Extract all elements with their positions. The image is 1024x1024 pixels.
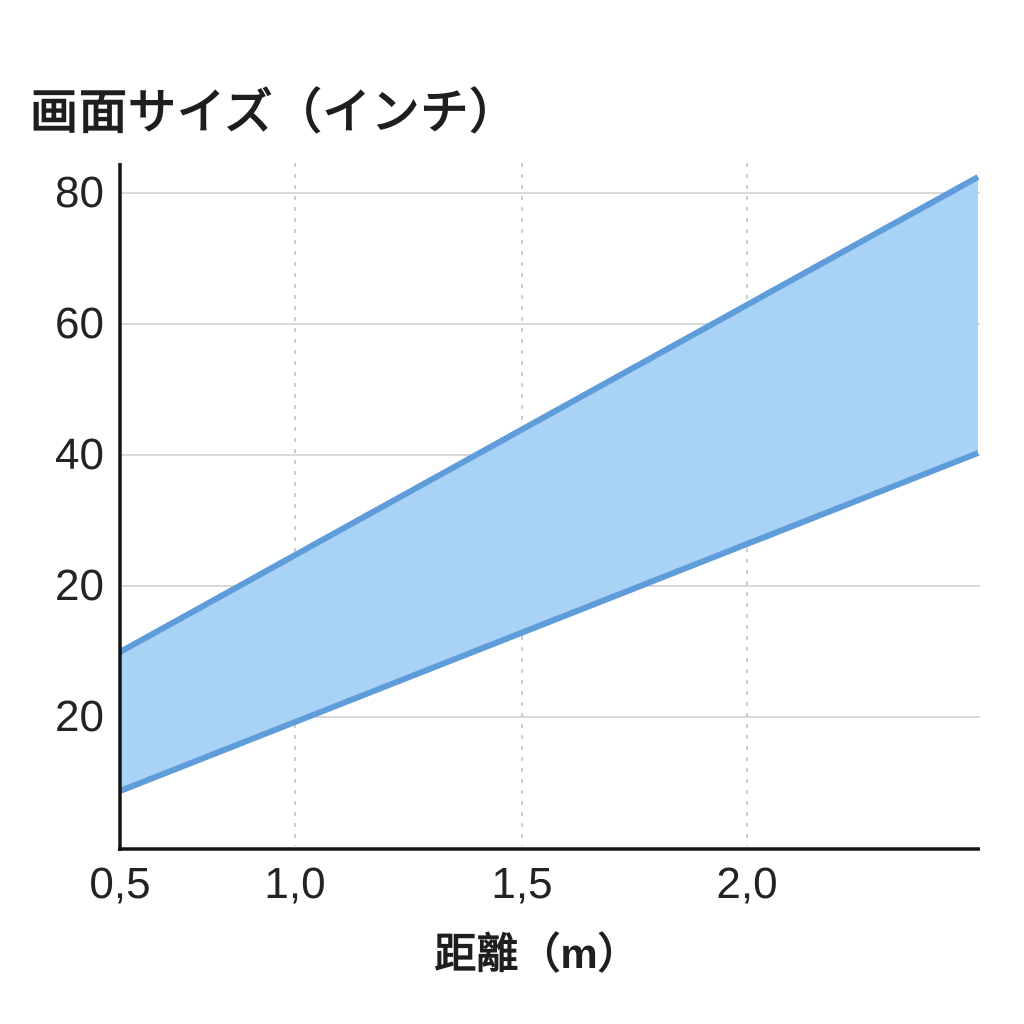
x-axis-title: 距離（m） — [434, 930, 640, 977]
x-tick-label-1-5: 1,5 — [491, 859, 553, 908]
size-range-band — [120, 177, 978, 791]
y-tick-label-80: 80 — [55, 168, 104, 217]
x-tick-label-0-5: 0,5 — [89, 859, 151, 908]
y-tick-label-40: 40 — [55, 430, 104, 479]
y-tick-label-60: 60 — [55, 299, 104, 348]
y-tick-label-20-bottom: 20 — [55, 692, 104, 741]
chart-title: 画面サイズ（インチ） — [30, 86, 519, 139]
y-tick-label-20: 20 — [55, 561, 104, 610]
x-tick-label-1-0: 1,0 — [264, 859, 326, 908]
band-upper-edge — [118, 174, 980, 655]
x-tick-label-2-0: 2,0 — [716, 859, 778, 908]
band-lower-edge — [118, 450, 980, 794]
